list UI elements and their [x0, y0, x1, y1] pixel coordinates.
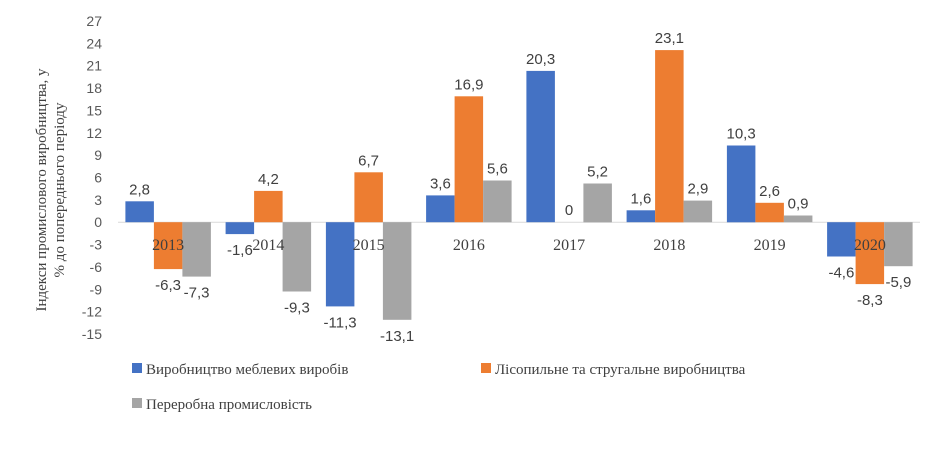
- y-tick-label: -3: [90, 237, 103, 253]
- y-tick-label: 3: [94, 192, 102, 208]
- legend-swatch: [481, 363, 491, 373]
- data-label: -9,3: [284, 300, 310, 317]
- y-tick-label: 15: [86, 102, 102, 118]
- bar: [125, 201, 154, 223]
- y-tick-label: -12: [82, 304, 102, 320]
- x-tick-label: 2015: [353, 237, 385, 254]
- bar: [382, 222, 412, 320]
- data-label: -4,6: [828, 265, 854, 282]
- bar: [182, 222, 211, 277]
- y-tick-label: -6: [90, 259, 103, 275]
- data-label: 5,2: [587, 164, 608, 181]
- x-tick-label: 2014: [252, 237, 284, 254]
- data-label: 5,6: [487, 161, 508, 178]
- bar: [225, 222, 255, 235]
- y-axis-title-line: % до попереднього періоду: [52, 102, 68, 277]
- bar: [526, 70, 555, 223]
- data-label: -13,1: [380, 328, 414, 345]
- y-tick-label: 24: [86, 35, 102, 51]
- legend-label: Переробна промисловість: [146, 397, 312, 413]
- y-tick-label: 21: [86, 58, 102, 74]
- legend-label: Виробництво меблевих виробів: [146, 362, 348, 378]
- bar: [426, 195, 455, 223]
- data-label: 2,9: [687, 181, 708, 198]
- bar: [726, 145, 756, 223]
- x-tick-label: 2018: [653, 237, 685, 254]
- data-label: 1,6: [630, 190, 651, 207]
- y-tick-label: 12: [86, 125, 102, 141]
- data-labels: 2,8 -6,3 -7,3 -1,6 4,2 -9,3 -11,3 6,7 -13,1 3,6 16…: [129, 30, 911, 345]
- data-label: -7,3: [184, 285, 210, 302]
- bar: [282, 222, 312, 292]
- data-label: 10,3: [726, 126, 755, 143]
- y-tick-label: 0: [94, 214, 102, 230]
- bar: [626, 210, 656, 223]
- legend-swatch: [132, 398, 142, 408]
- bar: [827, 222, 856, 257]
- y-tick-label: -15: [82, 326, 102, 342]
- y-tick-label: 6: [94, 170, 102, 186]
- data-label: 2,6: [759, 183, 780, 200]
- data-label: 0,9: [788, 196, 809, 213]
- x-tick-label: 2016: [453, 237, 485, 254]
- y-tick-label: 27: [86, 13, 102, 29]
- bar: [655, 50, 684, 223]
- bar: [153, 222, 183, 270]
- bar: [254, 190, 283, 223]
- bar: [454, 96, 484, 223]
- data-label: 16,9: [454, 76, 483, 93]
- legend-swatch: [132, 363, 142, 373]
- y-tick-label: 9: [94, 147, 102, 163]
- data-label: 6,7: [358, 152, 379, 169]
- bar: [483, 180, 512, 223]
- data-label: 3,6: [430, 175, 451, 192]
- data-label: 0: [565, 202, 573, 219]
- data-label: -1,6: [227, 242, 253, 259]
- legend: Виробництво меблевих виробів Лісопильне т…: [132, 362, 746, 413]
- bar: [583, 183, 612, 223]
- legend-label: Лісопильне та стругальне виробництва: [495, 362, 746, 378]
- x-tick-label: 2019: [754, 237, 786, 254]
- data-label: -8,3: [857, 292, 883, 309]
- x-tick-label: 2017: [553, 237, 585, 254]
- y-axis-title: Індекси промислового виробництва, у% до …: [34, 68, 68, 311]
- data-label: 20,3: [526, 51, 555, 68]
- data-label: 2,8: [129, 181, 150, 198]
- y-tick-label: -9: [90, 281, 103, 297]
- y-axis-title-line: Індекси промислового виробництва, у: [34, 68, 50, 311]
- bar: [855, 222, 885, 285]
- data-label: 4,2: [258, 171, 279, 188]
- x-tick-label: 2020: [854, 237, 886, 254]
- bars: [125, 50, 913, 320]
- bar: [683, 200, 713, 223]
- data-label: -11,3: [324, 314, 357, 331]
- data-label: -6,3: [155, 277, 181, 294]
- bar: [755, 202, 784, 223]
- y-axis-ticks: 27 24 21 18 15 12 9 6 3 0 -3 -6 -9 -12 -15: [82, 13, 102, 342]
- bar: [884, 222, 913, 267]
- y-tick-label: 18: [86, 80, 102, 96]
- bar: [354, 172, 383, 223]
- x-tick-label: 2013: [152, 237, 184, 254]
- category-labels: 2013 2014 2015 2016 2017 2018 2019 2020: [152, 237, 886, 254]
- data-label: -5,9: [885, 274, 911, 291]
- bar: [325, 222, 355, 307]
- bar: [783, 215, 813, 223]
- data-label: 23,1: [655, 30, 684, 47]
